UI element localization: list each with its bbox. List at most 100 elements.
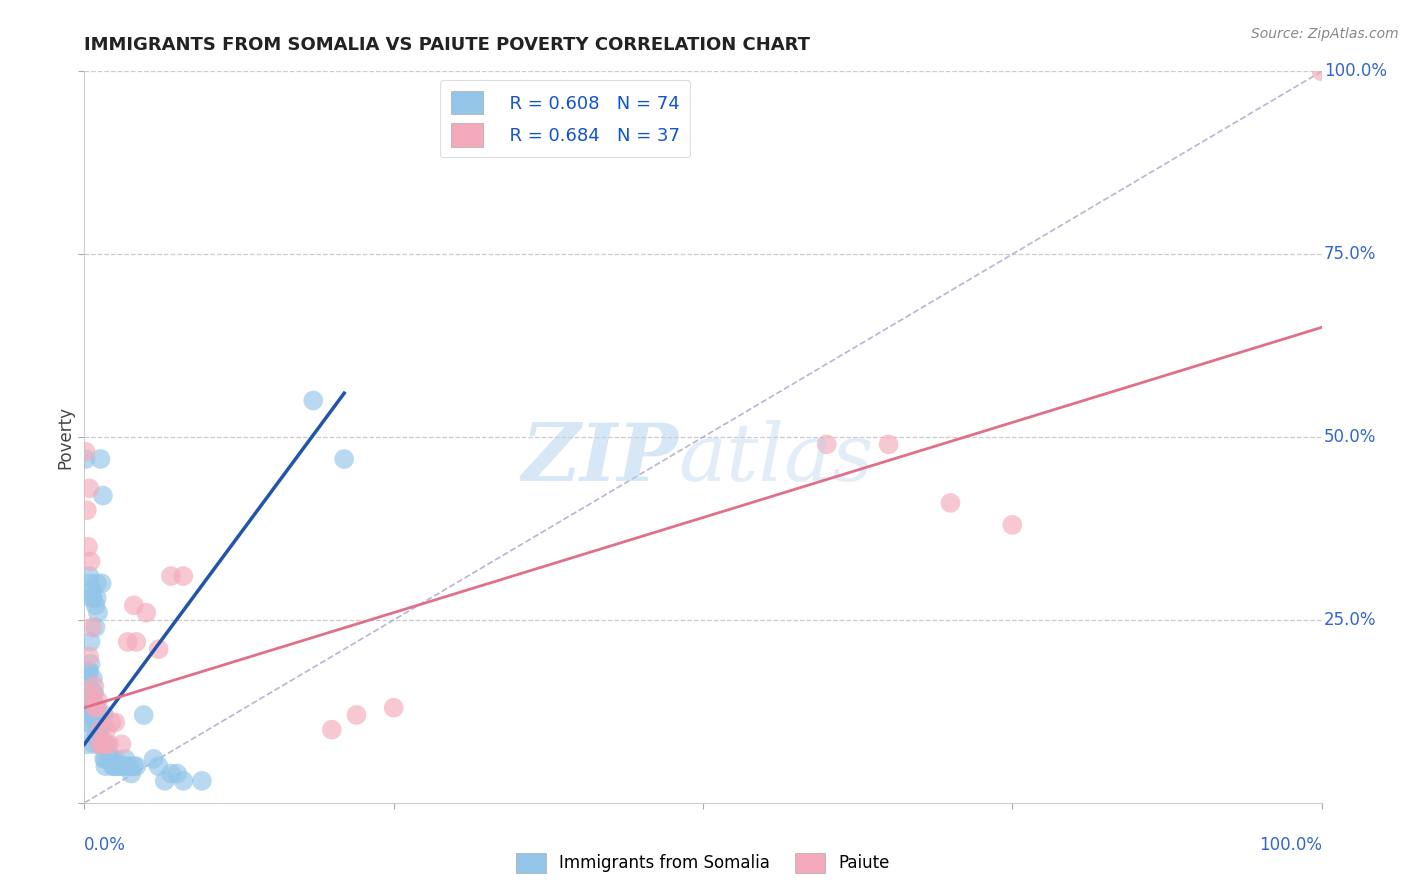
Point xyxy=(91,737,114,751)
Point xyxy=(105,759,128,773)
Point xyxy=(89,737,111,751)
Point xyxy=(815,437,838,451)
Point xyxy=(87,606,110,620)
Point xyxy=(94,759,117,773)
Text: 25.0%: 25.0% xyxy=(1324,611,1376,629)
Point xyxy=(76,737,98,751)
Point xyxy=(79,657,101,671)
Point xyxy=(77,686,100,700)
Point xyxy=(79,693,101,707)
Point xyxy=(86,591,108,605)
Point xyxy=(110,737,132,751)
Point xyxy=(153,773,176,788)
Point xyxy=(82,672,104,686)
Point xyxy=(79,569,101,583)
Point xyxy=(83,708,105,723)
Point xyxy=(91,489,114,503)
Point xyxy=(83,679,105,693)
Point xyxy=(333,452,356,467)
Point xyxy=(89,723,111,737)
Point xyxy=(84,620,107,634)
Point xyxy=(120,766,142,780)
Point xyxy=(79,664,101,678)
Point xyxy=(89,723,111,737)
Text: 75.0%: 75.0% xyxy=(1324,245,1376,263)
Point xyxy=(1310,64,1333,78)
Point xyxy=(77,664,100,678)
Point xyxy=(86,700,108,714)
Point xyxy=(83,737,105,751)
Point xyxy=(97,745,120,759)
Point xyxy=(93,708,115,723)
Legend: Immigrants from Somalia, Paiute: Immigrants from Somalia, Paiute xyxy=(509,847,897,880)
Point xyxy=(135,606,157,620)
Point xyxy=(77,715,100,730)
Point xyxy=(75,452,97,467)
Point xyxy=(104,715,127,730)
Point xyxy=(76,503,98,517)
Point xyxy=(98,752,121,766)
Point xyxy=(80,620,103,634)
Point xyxy=(160,569,183,583)
Point xyxy=(98,752,121,766)
Point xyxy=(148,759,170,773)
Point xyxy=(80,700,103,714)
Point xyxy=(877,437,900,451)
Point xyxy=(90,576,112,591)
Point xyxy=(125,635,148,649)
Point xyxy=(94,752,117,766)
Point xyxy=(321,723,343,737)
Text: 100.0%: 100.0% xyxy=(1324,62,1388,80)
Point xyxy=(91,715,114,730)
Point xyxy=(191,773,214,788)
Point xyxy=(79,693,101,707)
Point xyxy=(89,452,111,467)
Point xyxy=(122,599,145,613)
Point xyxy=(98,737,121,751)
Point xyxy=(108,759,131,773)
Point xyxy=(166,766,188,780)
Point xyxy=(87,730,110,744)
Point xyxy=(82,686,104,700)
Point xyxy=(110,759,132,773)
Point xyxy=(172,569,194,583)
Point xyxy=(86,576,108,591)
Point xyxy=(115,759,138,773)
Point xyxy=(77,540,100,554)
Point xyxy=(100,715,122,730)
Point xyxy=(118,759,141,773)
Point xyxy=(93,752,115,766)
Point xyxy=(117,635,139,649)
Point xyxy=(172,773,194,788)
Point xyxy=(77,672,100,686)
Point xyxy=(80,591,103,605)
Text: 100.0%: 100.0% xyxy=(1258,836,1322,854)
Text: atlas: atlas xyxy=(678,420,873,498)
Point xyxy=(103,759,125,773)
Point xyxy=(142,752,165,766)
Point xyxy=(96,723,118,737)
Point xyxy=(122,759,145,773)
Point xyxy=(83,686,105,700)
Text: IMMIGRANTS FROM SOMALIA VS PAIUTE POVERTY CORRELATION CHART: IMMIGRANTS FROM SOMALIA VS PAIUTE POVERT… xyxy=(84,36,810,54)
Y-axis label: Poverty: Poverty xyxy=(56,406,75,468)
Point xyxy=(87,693,110,707)
Point xyxy=(77,708,100,723)
Point xyxy=(346,708,368,723)
Point xyxy=(104,752,127,766)
Point xyxy=(89,730,111,744)
Point xyxy=(90,737,112,751)
Point xyxy=(83,723,105,737)
Point xyxy=(82,591,104,605)
Point xyxy=(160,766,183,780)
Text: 0.0%: 0.0% xyxy=(84,836,127,854)
Point xyxy=(114,752,136,766)
Point xyxy=(84,599,107,613)
Point xyxy=(76,700,98,714)
Point xyxy=(84,715,107,730)
Text: 50.0%: 50.0% xyxy=(1324,428,1376,446)
Point xyxy=(79,554,101,568)
Point xyxy=(93,737,115,751)
Point xyxy=(84,700,107,714)
Point xyxy=(80,583,103,598)
